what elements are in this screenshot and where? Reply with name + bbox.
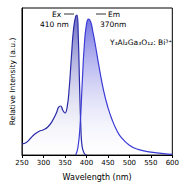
svg-text:250: 250	[15, 159, 28, 167]
svg-text:350: 350	[58, 159, 71, 167]
svg-text:Relative Intensity (a.u.): Relative Intensity (a.u.)	[8, 38, 17, 126]
svg-text:Ex: Ex	[52, 10, 62, 19]
svg-text:500: 500	[123, 159, 136, 167]
svg-text:450: 450	[101, 159, 114, 167]
svg-text:600: 600	[166, 159, 179, 167]
svg-text:Y₃Al₂Ga₃O₁₂: Bi³⁺: Y₃Al₂Ga₃O₁₂: Bi³⁺	[109, 38, 172, 47]
svg-text:550: 550	[144, 159, 157, 167]
svg-text:300: 300	[37, 159, 50, 167]
svg-text:410 nm: 410 nm	[40, 20, 69, 29]
svg-text:400: 400	[80, 159, 93, 167]
svg-text:Em: Em	[108, 10, 120, 19]
svg-text:370nm: 370nm	[100, 20, 126, 29]
svg-text:Wavelength (nm): Wavelength (nm)	[63, 173, 132, 182]
